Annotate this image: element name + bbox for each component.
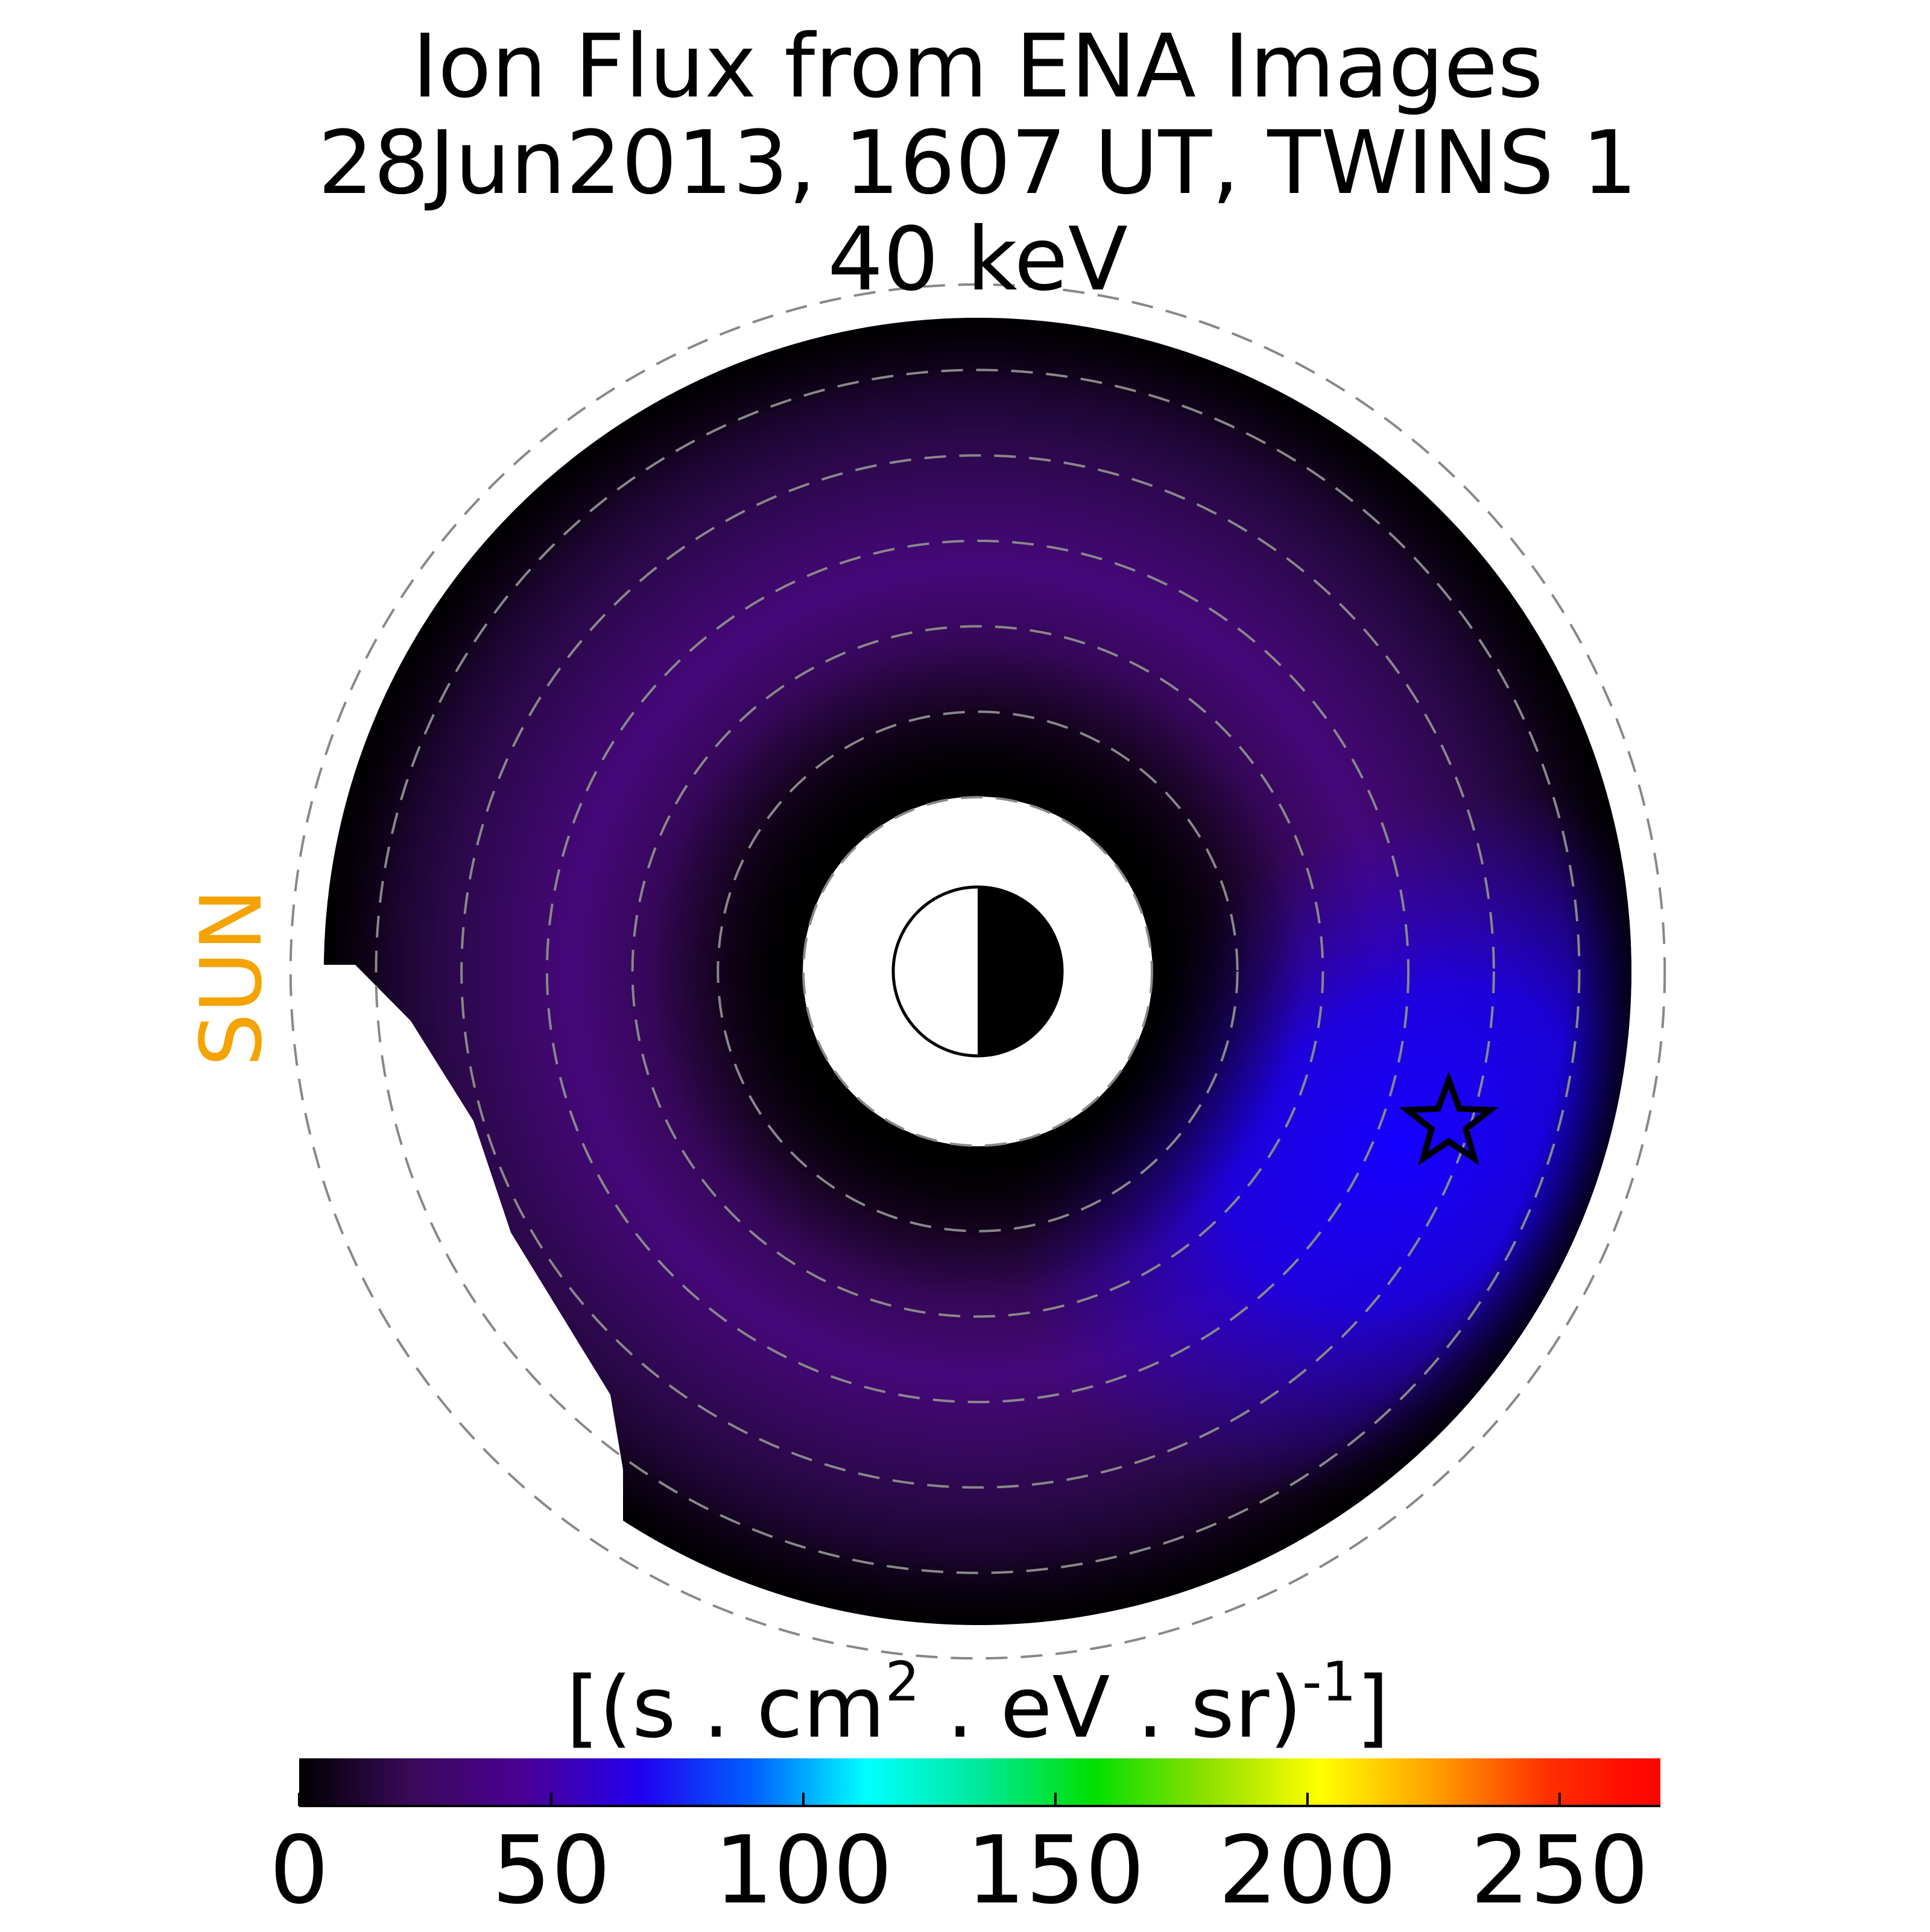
colorbar-tick-label: 0 [270,1816,329,1925]
colorbar-tick-label: 50 [492,1816,610,1925]
satellite-star [1399,1071,1499,1166]
ring [631,625,1324,1318]
no-data-region [181,965,623,1749]
colorbar-tick-label: 200 [1218,1816,1397,1925]
ring [717,710,1239,1233]
ring [375,368,1581,1574]
label-text: [(s . cm [566,1659,885,1757]
label-text: . eV . sr) [920,1659,1302,1757]
chart-title: Ion Flux from ENA Images [412,16,1543,118]
earth [891,885,1064,1058]
colorbar-label: [(s . cm2 . eV . sr)-1] [566,1650,1390,1757]
chart-title: 40 keV [827,209,1128,311]
ring [289,283,1666,1660]
label-superscript: 2 [885,1650,920,1714]
colorbar-tick-label: 100 [714,1816,893,1925]
label-superscript: -1 [1302,1650,1356,1714]
colorbar-tick-label: 150 [966,1816,1145,1925]
colorbar-tick-label: 250 [1470,1816,1649,1925]
chart-title: 28Jun2013, 1607 UT, TWINS 1 [318,112,1637,214]
label-text: ] [1356,1659,1390,1757]
ring [545,539,1410,1404]
distance-rings [289,283,1666,1660]
ring [802,796,1153,1147]
ring [460,454,1495,1489]
colorbar [299,1758,1660,1806]
side-label: SUN [183,888,281,1067]
